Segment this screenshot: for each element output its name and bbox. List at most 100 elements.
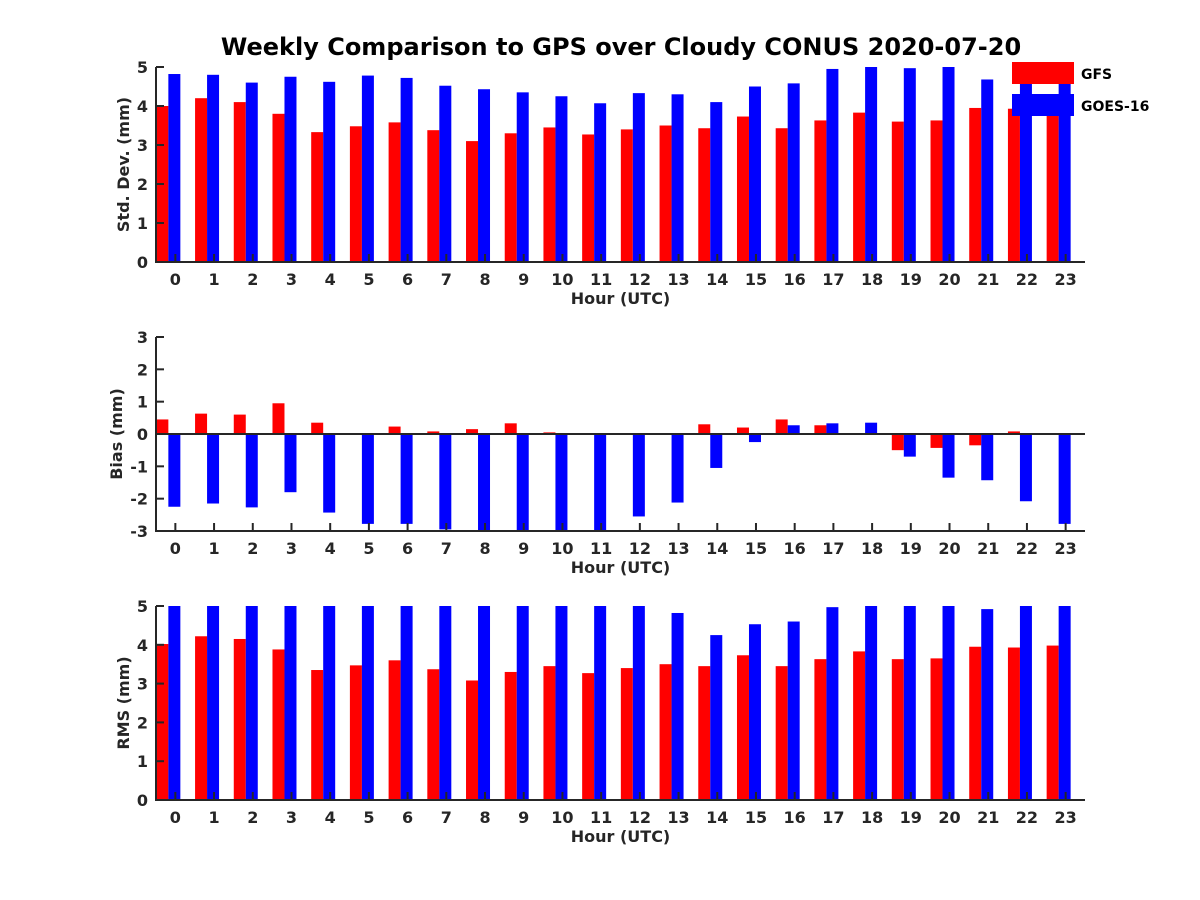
bar-gfs-22 (1007, 647, 1020, 800)
bar-goes-16-20 (942, 67, 955, 262)
bar-gfs-9 (504, 671, 517, 800)
x-tick-label: 12 (629, 539, 651, 558)
x-tick-label: 17 (822, 808, 844, 827)
bar-goes-16-18 (865, 422, 878, 434)
bar-gfs-15 (736, 655, 749, 800)
x-tick-label: 13 (667, 539, 689, 558)
x-tick-label: 14 (706, 808, 728, 827)
x-tick-label: 14 (706, 539, 728, 558)
bar-goes-16-13 (671, 434, 684, 503)
bar-gfs-2 (233, 414, 246, 434)
bar-goes-16-1 (207, 74, 220, 262)
bar-gfs-3 (272, 649, 285, 800)
bar-gfs-15 (736, 116, 749, 262)
y-tick-label: 1 (137, 393, 148, 412)
bar-goes-16-22 (1019, 434, 1032, 502)
bar-gfs-7 (427, 431, 440, 434)
bar-goes-16-4 (323, 606, 336, 800)
bar-gfs-6 (388, 660, 401, 800)
y-tick-label: 5 (137, 58, 148, 77)
x-tick-label: 17 (822, 539, 844, 558)
x-tick-label: 15 (745, 539, 767, 558)
x-tick-label: 21 (977, 808, 999, 827)
bar-goes-16-17 (826, 607, 839, 800)
bar-gfs-23 (1046, 645, 1059, 800)
bar-goes-16-7 (439, 606, 452, 800)
x-tick-label: 5 (363, 808, 374, 827)
x-tick-label: 18 (861, 270, 883, 289)
bar-goes-16-21 (981, 79, 994, 262)
bar-gfs-23 (1046, 106, 1059, 262)
x-tick-label: 23 (1055, 808, 1077, 827)
y-axis-label: Bias (mm) (107, 388, 126, 480)
x-tick-label: 1 (208, 270, 219, 289)
y-tick-label: 3 (137, 136, 148, 155)
x-tick-label: 1 (208, 808, 219, 827)
y-tick-label: 2 (137, 175, 148, 194)
bar-gfs-16 (775, 419, 788, 434)
x-tick-label: 4 (325, 539, 336, 558)
y-tick-label: 4 (137, 636, 148, 655)
bar-gfs-1 (195, 413, 208, 434)
bar-gfs-21 (969, 646, 982, 800)
x-tick-label: 11 (590, 270, 612, 289)
x-tick-label: 18 (861, 808, 883, 827)
bar-goes-16-3 (284, 76, 297, 262)
x-tick-label: 22 (1016, 808, 1038, 827)
legend-swatch-gfs (1012, 62, 1074, 84)
bar-goes-16-16 (787, 425, 800, 434)
x-tick-label: 9 (518, 808, 529, 827)
x-tick-label: 20 (938, 539, 960, 558)
bar-gfs-18 (853, 112, 866, 262)
y-tick-label: 0 (137, 425, 148, 444)
bar-goes-16-8 (478, 89, 491, 262)
bar-goes-16-10 (555, 434, 568, 531)
bar-goes-16-3 (284, 606, 297, 800)
bar-goes-16-14 (710, 635, 723, 800)
bar-goes-16-0 (168, 434, 181, 507)
bar-goes-16-19 (903, 606, 916, 800)
x-tick-label: 16 (784, 808, 806, 827)
x-axis-label: Hour (UTC) (571, 558, 671, 577)
x-tick-label: 3 (286, 270, 297, 289)
bar-goes-16-15 (748, 86, 761, 262)
bar-goes-16-16 (787, 83, 800, 262)
x-tick-label: 15 (745, 808, 767, 827)
x-tick-label: 13 (667, 270, 689, 289)
bar-goes-16-14 (710, 102, 723, 262)
y-tick-label: 5 (137, 597, 148, 616)
bar-goes-16-19 (903, 434, 916, 457)
x-tick-label: 19 (900, 808, 922, 827)
bar-gfs-7 (427, 130, 440, 262)
x-tick-label: 0 (170, 539, 181, 558)
x-tick-label: 7 (441, 539, 452, 558)
bar-goes-16-6 (400, 434, 413, 524)
bar-gfs-10 (543, 666, 556, 800)
bar-goes-16-1 (207, 434, 220, 504)
x-tick-label: 8 (479, 539, 490, 558)
x-tick-label: 11 (590, 539, 612, 558)
bar-gfs-19 (891, 434, 904, 451)
x-tick-label: 19 (900, 539, 922, 558)
bar-goes-16-2 (245, 82, 258, 262)
bar-goes-16-20 (942, 606, 955, 800)
bar-goes-16-23 (1058, 82, 1071, 262)
bar-gfs-12 (620, 129, 633, 262)
bar-goes-16-21 (981, 434, 994, 481)
bar-gfs-17 (814, 425, 827, 434)
x-tick-label: 6 (402, 539, 413, 558)
x-tick-label: 1 (208, 539, 219, 558)
bar-gfs-9 (504, 423, 517, 434)
x-tick-label: 20 (938, 808, 960, 827)
bar-gfs-9 (504, 133, 517, 262)
bar-gfs-5 (349, 126, 362, 262)
y-tick-label: 0 (137, 253, 148, 272)
bar-gfs-12 (620, 668, 633, 800)
bar-gfs-4 (311, 670, 324, 800)
bar-gfs-20 (930, 658, 943, 800)
bar-goes-16-9 (516, 434, 529, 531)
bar-gfs-18 (853, 651, 866, 800)
x-tick-label: 10 (551, 270, 573, 289)
